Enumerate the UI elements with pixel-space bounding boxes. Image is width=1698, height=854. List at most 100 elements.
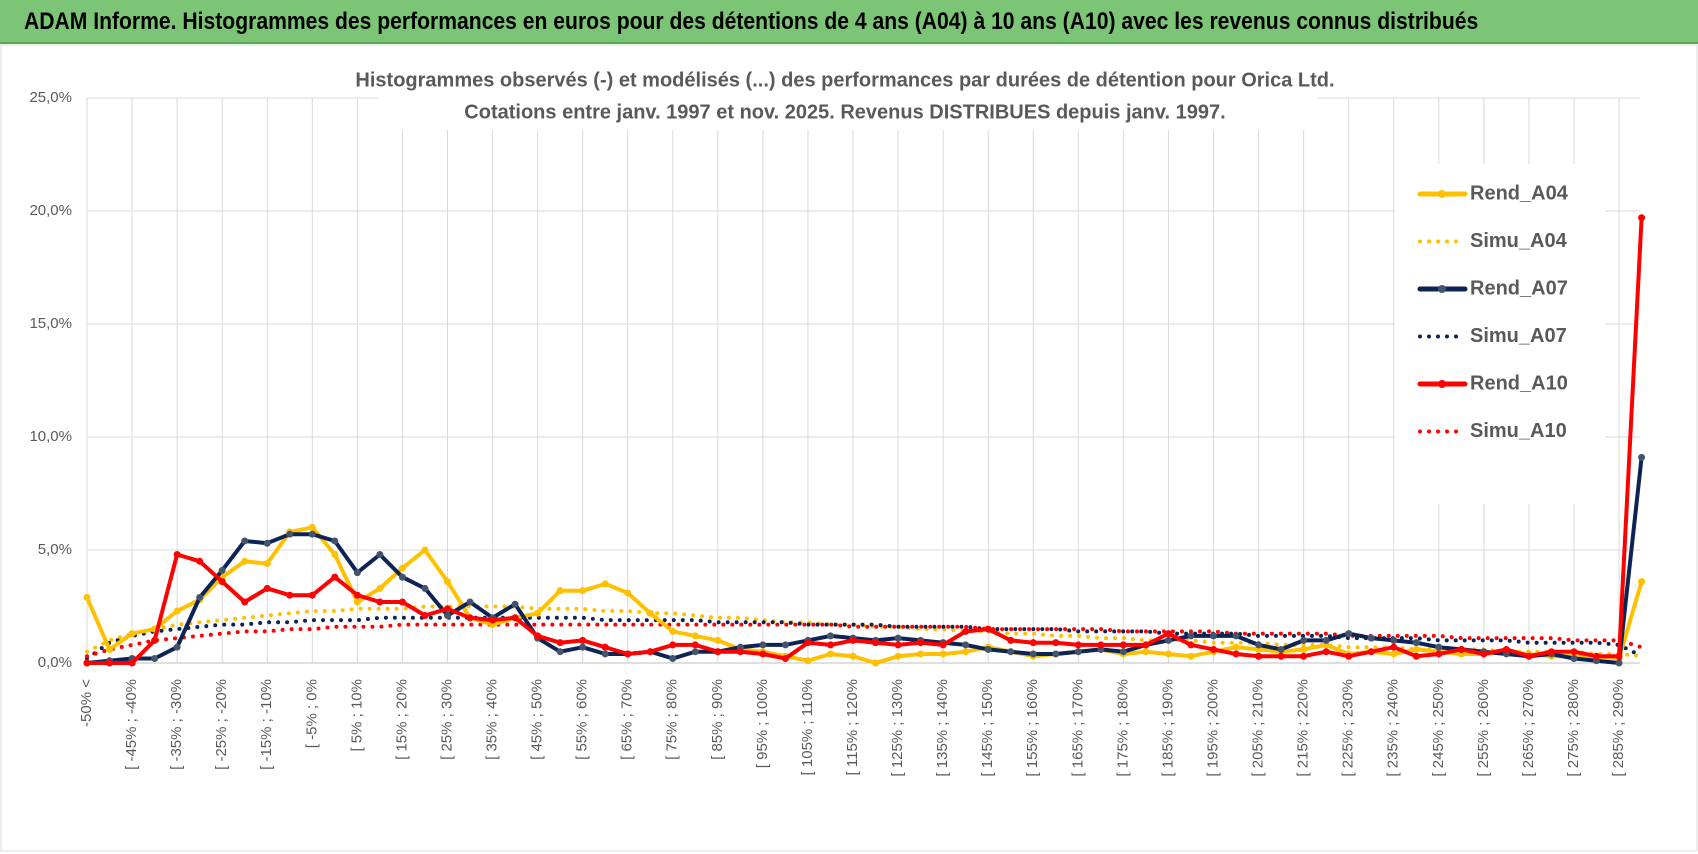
point-marker: [106, 659, 114, 667]
point-marker: [624, 650, 632, 658]
point-marker: [1007, 648, 1015, 656]
point-marker: [466, 614, 474, 622]
point-marker: [714, 648, 722, 656]
legend-label: Rend_A10: [1470, 372, 1568, 394]
point-marker: [826, 641, 834, 649]
point-marker: [1638, 214, 1646, 222]
point-marker: [1164, 630, 1172, 638]
point-marker: [894, 634, 902, 642]
point-marker: [241, 598, 249, 606]
point-marker: [781, 654, 789, 662]
x-tick-label: [ 85% ; 90%: [709, 679, 726, 760]
point-marker: [1615, 652, 1623, 660]
point-marker: [1593, 652, 1601, 660]
point-marker: [1615, 659, 1623, 667]
point-marker: [1187, 632, 1195, 640]
point-marker: [601, 580, 609, 588]
point-marker: [1210, 645, 1217, 653]
x-tick-label: [ 5% ; 10%: [348, 679, 365, 752]
point-marker: [1232, 650, 1240, 658]
point-marker: [556, 587, 564, 595]
point-marker: [1255, 641, 1263, 649]
point-marker: [1300, 636, 1308, 644]
x-tick-label: [ 255% ; 260%: [1475, 679, 1492, 777]
point-marker: [1525, 652, 1533, 660]
point-marker: [1570, 648, 1578, 656]
point-marker: [1277, 652, 1285, 660]
point-marker: [1232, 632, 1240, 640]
point-marker: [398, 598, 406, 606]
point-marker: [939, 641, 947, 649]
point-marker: [1187, 652, 1195, 660]
point-marker: [1074, 641, 1082, 649]
point-marker: [353, 591, 361, 599]
point-marker: [1345, 630, 1353, 638]
x-tick-label: [ 145% ; 150%: [979, 679, 996, 777]
point-marker: [83, 593, 91, 601]
point-marker: [1164, 650, 1172, 658]
point-marker: [398, 564, 406, 572]
point-marker: [646, 648, 654, 656]
point-marker: [646, 609, 654, 617]
point-marker: [443, 605, 451, 613]
point-marker: [376, 551, 384, 559]
point-marker: [511, 600, 519, 608]
legend-label: Rend_A04: [1470, 182, 1569, 204]
point-marker: [826, 632, 834, 640]
x-tick-label: [ 135% ; 140%: [934, 679, 951, 777]
point-marker: [241, 557, 249, 565]
legend-backdrop: [1395, 164, 1605, 504]
point-marker: [1638, 578, 1646, 586]
point-marker: [669, 654, 677, 662]
x-tick-label: [ 195% ; 200%: [1204, 679, 1221, 777]
point-marker: [1232, 643, 1240, 651]
y-tick-label: 20,0%: [29, 202, 72, 219]
point-marker: [353, 569, 361, 577]
point-marker: [1367, 634, 1375, 642]
x-tick-label: [ -25% ; -20%: [213, 679, 230, 770]
point-marker: [962, 648, 970, 656]
title-backdrop: [378, 62, 1318, 130]
point-marker: [669, 641, 677, 649]
point-marker: [917, 650, 925, 658]
point-marker: [1142, 648, 1150, 656]
plot: [83, 214, 1646, 667]
x-tick-label: [ 245% ; 250%: [1430, 679, 1447, 777]
point-marker: [804, 639, 812, 647]
y-tick-label: 5,0%: [38, 541, 72, 558]
legend-marker: [1438, 380, 1446, 388]
series-line: [85, 455, 1644, 665]
y-tick-label: 25,0%: [29, 89, 72, 106]
point-marker: [1007, 636, 1015, 644]
legend-label: Rend_A07: [1470, 277, 1568, 299]
x-tick-label: [ 105% ; 110%: [799, 679, 816, 775]
point-marker: [1457, 645, 1465, 653]
x-tick-label: [ 265% ; 270%: [1520, 679, 1537, 777]
x-tick-label: -50% <: [78, 679, 95, 727]
point-marker: [579, 636, 587, 644]
x-tick-label: [ 15% ; 20%: [393, 679, 410, 760]
x-tick-label: [ -35% ; -30%: [168, 679, 185, 770]
point-marker: [1119, 641, 1127, 649]
point-marker: [691, 641, 699, 649]
point-marker: [241, 537, 249, 545]
point-marker: [1345, 652, 1353, 660]
point-marker: [1322, 648, 1330, 656]
point-marker: [781, 641, 789, 649]
header-title: ADAM Informe. Histogrammes des performan…: [24, 8, 1479, 35]
y-tick-label: 10,0%: [29, 428, 72, 445]
point-marker: [984, 625, 992, 633]
point-marker: [1210, 632, 1217, 640]
point-marker: [1300, 645, 1308, 653]
point-marker: [1300, 652, 1308, 660]
point-marker: [714, 636, 722, 644]
x-tick-label: [ 45% ; 50%: [529, 679, 546, 760]
point-marker: [331, 551, 339, 559]
legend-marker: [1438, 190, 1446, 198]
point-marker: [1412, 645, 1420, 653]
chart-title: Histogrammes observés (-) et modélisés (…: [355, 69, 1334, 91]
point-marker: [218, 578, 226, 586]
point-marker: [1277, 645, 1285, 653]
point-marker: [962, 627, 970, 635]
x-tick-label: [ -45% ; -40%: [123, 679, 140, 770]
